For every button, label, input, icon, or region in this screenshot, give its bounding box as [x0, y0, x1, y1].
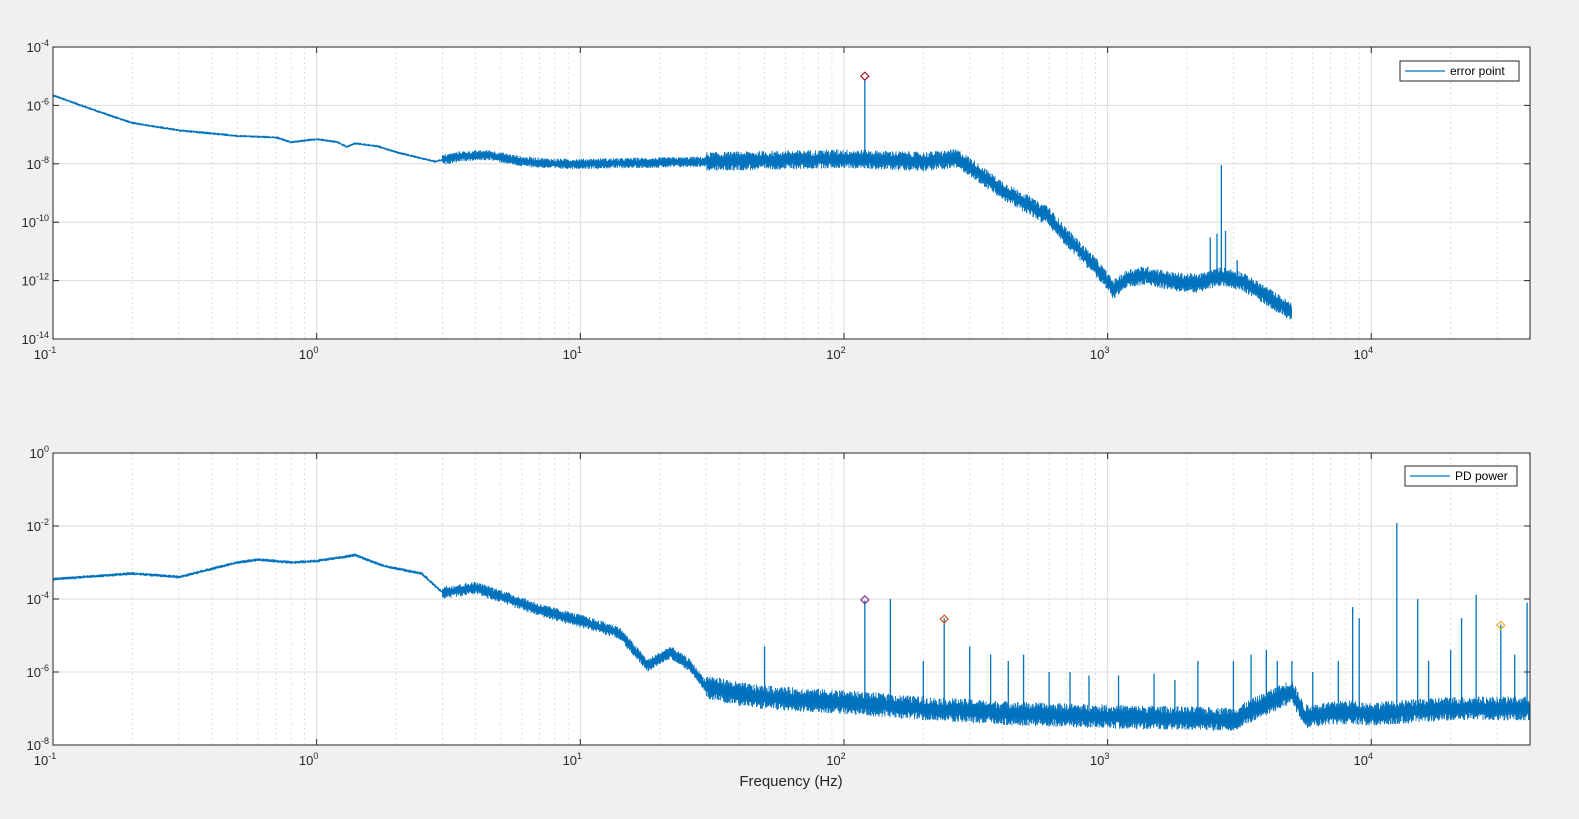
x-tick-label: 101 [563, 751, 582, 768]
x-tick-label: 102 [826, 345, 845, 362]
top-axes-box [52, 46, 1531, 340]
peak-marker [859, 71, 870, 82]
y-tick-label: 10-14 [22, 330, 49, 347]
x-tick-label: 102 [826, 751, 845, 768]
top-legend-label: error point [1450, 64, 1505, 78]
y-tick-label: 10-8 [27, 155, 49, 172]
top-legend: error point [1399, 60, 1520, 82]
y-tick-label: 100 [30, 444, 49, 461]
y-tick-label: 10-2 [27, 517, 49, 534]
x-tick-label: 104 [1354, 751, 1373, 768]
top-ticks: 10-1 100 101 102 103 104 10-14 10-12 10-10 10-8 10… [22, 38, 1530, 362]
x-tick-label: 101 [563, 345, 582, 362]
x-tick-label: 10-1 [34, 751, 56, 768]
peak-marker [939, 614, 950, 625]
y-tick-label: 10-4 [27, 590, 49, 607]
y-tick-label: 10-6 [27, 96, 49, 113]
x-axis-title: Frequency (Hz) [739, 773, 842, 790]
x-tick-label: 103 [1090, 751, 1109, 768]
x-tick-label: 100 [299, 345, 318, 362]
top-legend-box [1399, 60, 1520, 82]
bottom-axes: 10-1 100 101 102 103 104 10-8 10-6 10-4 10-2 100 P… [27, 444, 1531, 790]
x-tick-label: 104 [1354, 345, 1373, 362]
peak-marker [859, 594, 870, 605]
y-tick-label: 10-10 [22, 213, 49, 230]
bottom-legend: PD power [1404, 465, 1518, 487]
x-tick-label: 10-1 [34, 345, 56, 362]
x-tick-label: 100 [299, 751, 318, 768]
bottom-ticks: 10-1 100 101 102 103 104 10-8 10-6 10-4 10-2 100 [27, 444, 1530, 768]
bottom-data [52, 523, 1531, 731]
peak-marker [1495, 620, 1506, 631]
bottom-legend-label: PD power [1455, 469, 1508, 483]
y-tick-label: 10-4 [27, 38, 49, 55]
top-plot-area [53, 47, 1530, 339]
bottom-legend-box [1404, 465, 1518, 487]
top-axes: 10-1 100 101 102 103 104 10-14 10-12 10-10 10-8 10… [22, 38, 1531, 362]
y-tick-label: 10-6 [27, 663, 49, 680]
x-tick-label: 103 [1090, 345, 1109, 362]
y-tick-label: 10-12 [22, 272, 49, 289]
y-tick-label: 10-8 [27, 736, 49, 753]
bottom-grid [52, 452, 1531, 746]
